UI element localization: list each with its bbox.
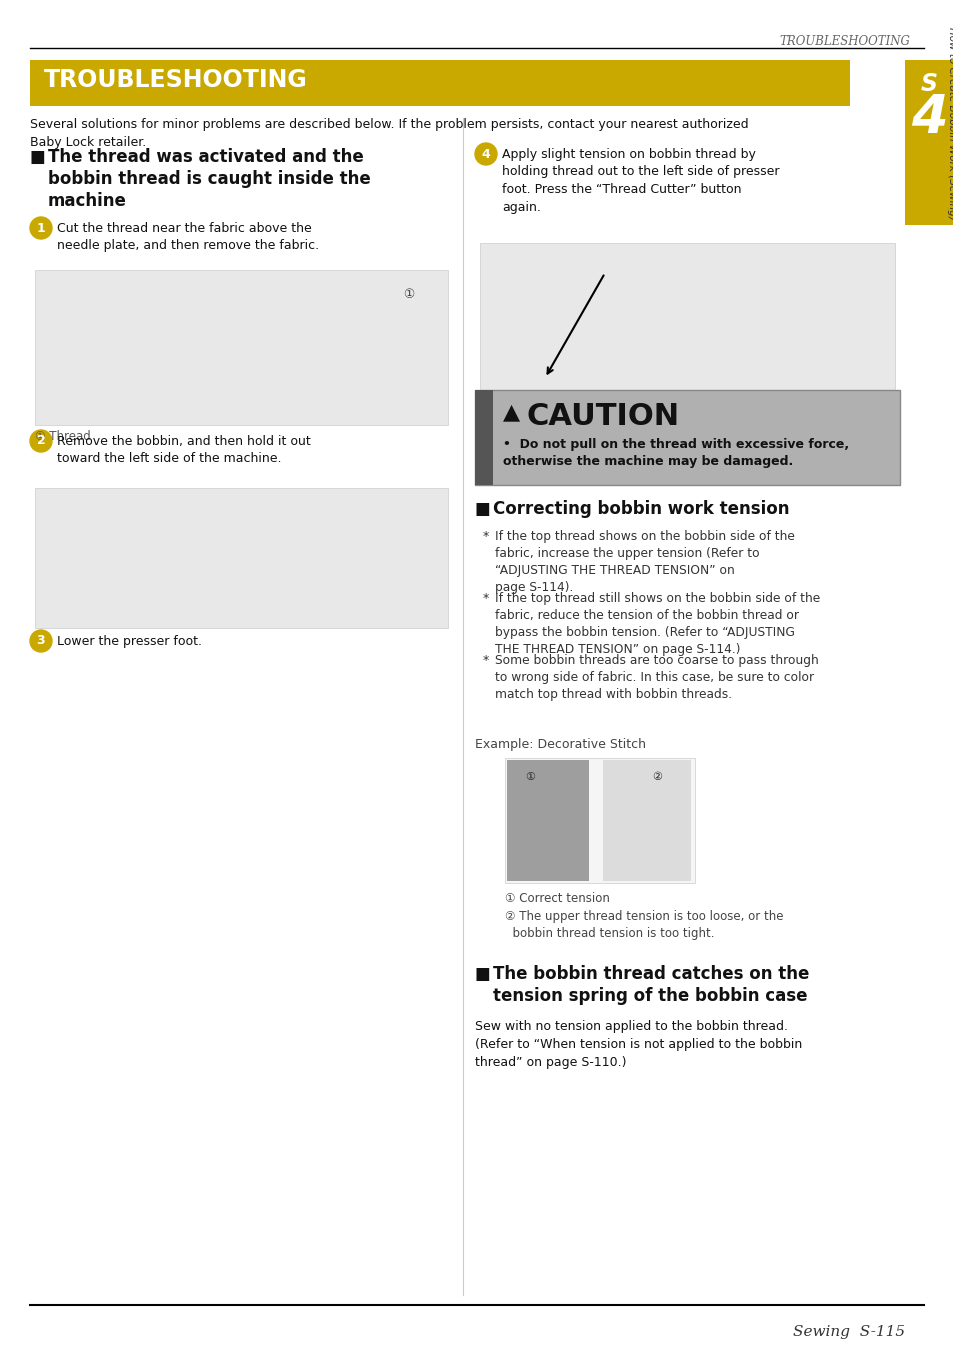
- Text: 4: 4: [910, 92, 946, 144]
- Text: ②: ②: [651, 772, 661, 782]
- Text: *: *: [482, 531, 489, 543]
- Bar: [479, 243, 894, 408]
- Text: ①: ①: [524, 772, 535, 782]
- Text: CAUTION: CAUTION: [526, 402, 679, 431]
- Text: 4: 4: [481, 147, 490, 161]
- Circle shape: [30, 217, 52, 239]
- Text: •  Do not pull on the thread with excessive force,
otherwise the machine may be : • Do not pull on the thread with excessi…: [502, 437, 848, 468]
- Text: Cut the thread near the fabric above the
needle plate, and then remove the fabri: Cut the thread near the fabric above the…: [57, 221, 319, 252]
- Text: Correcting bobbin work tension: Correcting bobbin work tension: [493, 500, 789, 518]
- Bar: [504, 757, 695, 883]
- Text: If the top thread shows on the bobbin side of the
fabric, increase the upper ten: If the top thread shows on the bobbin si…: [495, 531, 794, 594]
- Circle shape: [30, 431, 52, 452]
- Bar: [904, 59, 952, 225]
- Text: ①: ①: [402, 288, 414, 301]
- Text: Example: Decorative Stitch: Example: Decorative Stitch: [475, 738, 645, 751]
- Text: Sew with no tension applied to the bobbin thread.
(Refer to “When tension is not: Sew with no tension applied to the bobbi…: [475, 1021, 801, 1069]
- Text: 3: 3: [36, 634, 45, 648]
- Text: S: S: [920, 72, 937, 96]
- Text: The thread was activated and the
bobbin thread is caught inside the
machine: The thread was activated and the bobbin …: [48, 148, 371, 211]
- Text: If the top thread still shows on the bobbin side of the
fabric, reduce the tensi: If the top thread still shows on the bob…: [495, 593, 820, 656]
- Bar: [475, 390, 493, 485]
- Text: How to Create Bobbin Work (Sewing): How to Create Bobbin Work (Sewing): [946, 27, 953, 220]
- Text: *: *: [482, 593, 489, 605]
- Text: Lower the presser foot.: Lower the presser foot.: [57, 634, 202, 648]
- Text: Sewing  S-115: Sewing S-115: [792, 1324, 904, 1339]
- Bar: [30, 59, 849, 107]
- Bar: [475, 390, 899, 485]
- Bar: [35, 270, 448, 425]
- Text: Several solutions for minor problems are described below. If the problem persist: Several solutions for minor problems are…: [30, 117, 748, 148]
- Text: ▲: ▲: [502, 402, 519, 423]
- Bar: [35, 487, 448, 628]
- Text: *: *: [482, 653, 489, 667]
- Bar: [506, 760, 588, 882]
- Text: 1: 1: [36, 221, 46, 235]
- Text: ■: ■: [475, 500, 490, 518]
- Text: ① Correct tension: ① Correct tension: [504, 892, 609, 904]
- Text: 2: 2: [36, 435, 46, 447]
- Text: ■: ■: [30, 148, 46, 166]
- Text: Some bobbin threads are too coarse to pass through
to wrong side of fabric. In t: Some bobbin threads are too coarse to pa…: [495, 653, 818, 701]
- Text: ■: ■: [475, 965, 490, 983]
- Circle shape: [475, 143, 497, 165]
- Text: ② The upper thread tension is too loose, or the
  bobbin thread tension is too t: ② The upper thread tension is too loose,…: [504, 910, 782, 940]
- Bar: [602, 760, 690, 882]
- Text: The bobbin thread catches on the
tension spring of the bobbin case: The bobbin thread catches on the tension…: [493, 965, 808, 1006]
- Text: TROUBLESHOOTING: TROUBLESHOOTING: [779, 35, 909, 49]
- Text: ① Thread: ① Thread: [35, 431, 91, 443]
- Text: Apply slight tension on bobbin thread by
holding thread out to the left side of : Apply slight tension on bobbin thread by…: [501, 148, 779, 213]
- Text: Remove the bobbin, and then hold it out
toward the left side of the machine.: Remove the bobbin, and then hold it out …: [57, 435, 311, 466]
- Circle shape: [30, 630, 52, 652]
- Text: TROUBLESHOOTING: TROUBLESHOOTING: [44, 68, 308, 92]
